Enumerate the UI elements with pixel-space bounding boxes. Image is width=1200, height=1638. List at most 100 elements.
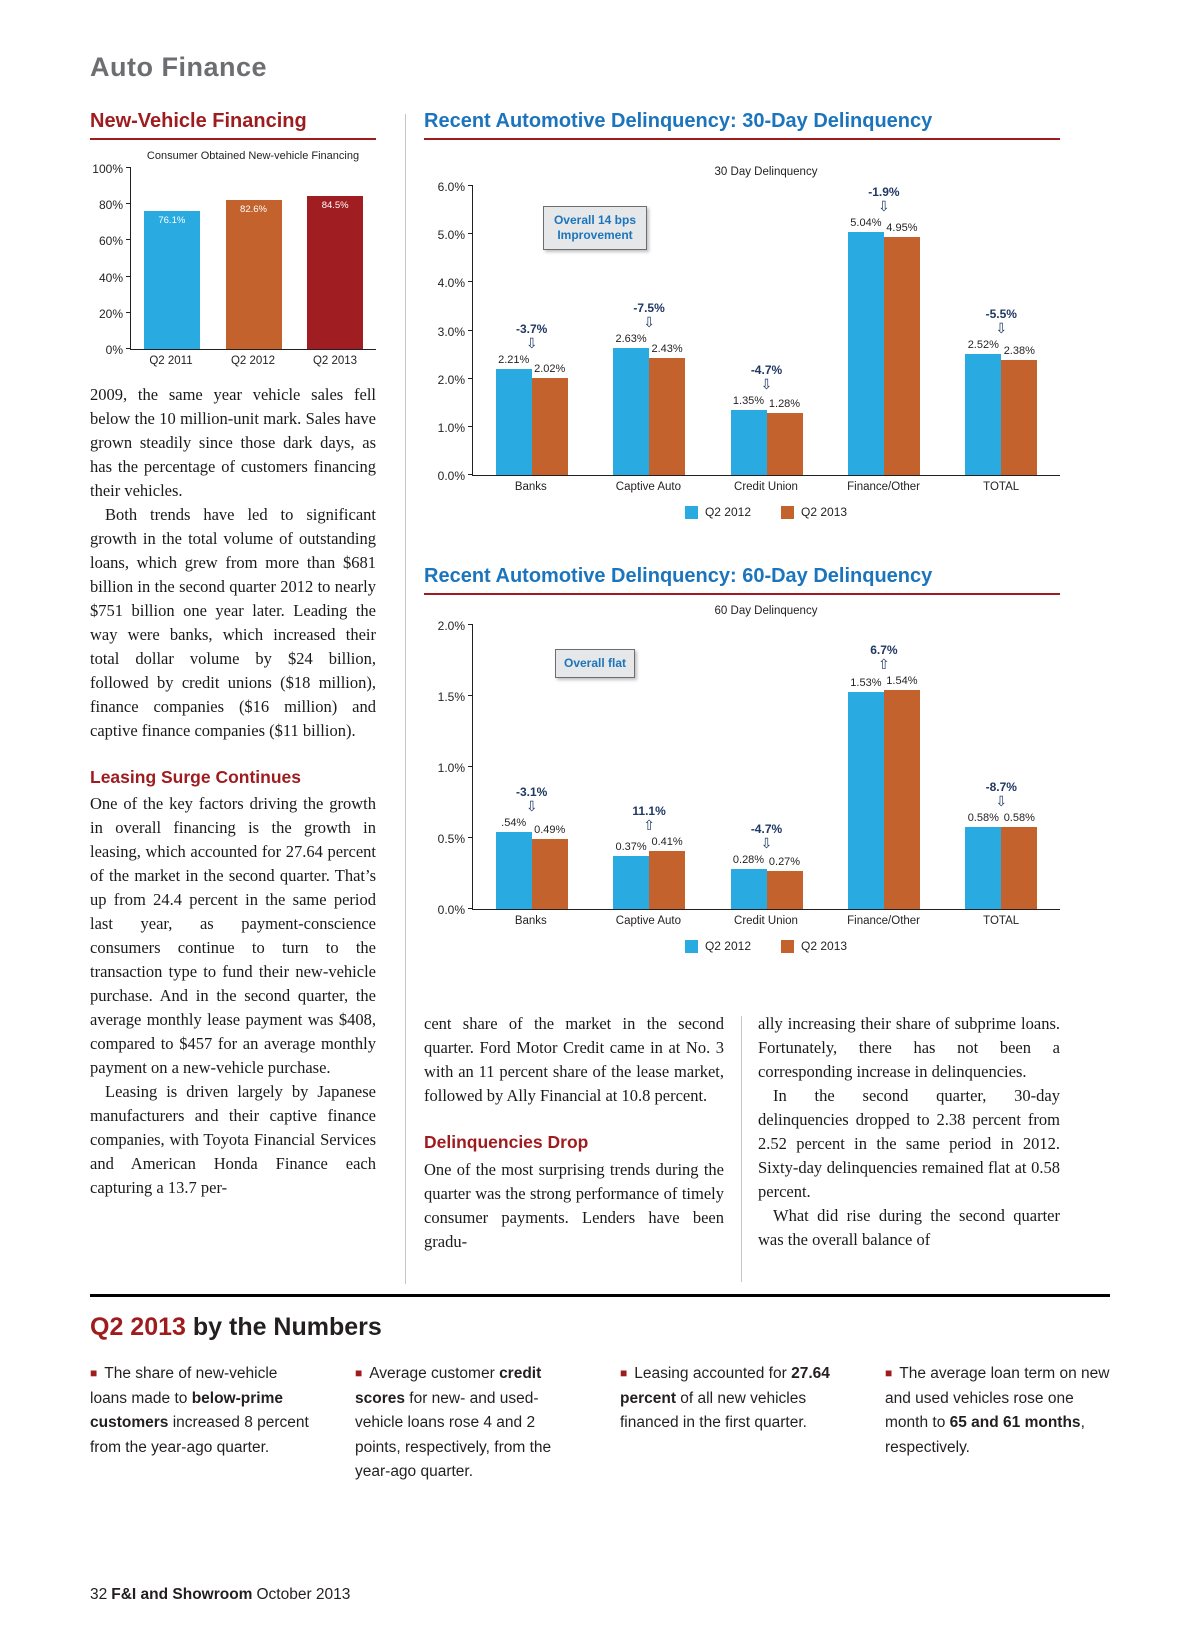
change-up-arrow-icon: ⇧ (643, 816, 655, 833)
body-text: ally increasing their share of subprime … (758, 1012, 1060, 1252)
bar-q2-2013 (531, 377, 568, 475)
y-tick-label: 40% (98, 270, 123, 285)
change-down-arrow-icon: ⇩ (995, 319, 1008, 336)
bar-q2-2012 (730, 869, 767, 909)
y-tick-mark (126, 348, 131, 349)
y-tick-label: 4.0% (437, 276, 465, 291)
y-tick-mark (468, 837, 473, 838)
change-annotation: -8.7% ⇩ (956, 779, 1046, 808)
change-value: -7.5% (633, 301, 665, 316)
numbers-section: Q2 2013 by the Numbers ■ The share of new… (90, 1294, 1110, 1485)
body-text: One of the key factors driving the growt… (90, 792, 376, 1200)
numbers-heading-rest: by the Numbers (185, 1313, 382, 1341)
plot-area: Overall 14 bps Improvement 2.21% 2.02% -3.… (468, 185, 1060, 476)
left-column: New-Vehicle Financing Consumer Obtained … (90, 110, 376, 1200)
delinquency-60day-chart: 60 Day Delinquency 0.0% 0.5% 1.0% 1.5% 2.0% … (424, 605, 1060, 953)
y-tick-label: 2.0% (437, 372, 465, 387)
bar-q2-2013 (531, 839, 568, 909)
change-annotation: -7.5% ⇩ (604, 301, 694, 330)
bar-value-label: 84.5% (321, 200, 349, 212)
bar-q2-2013 (883, 236, 920, 475)
bullet-text: increased 8 percent from the year-ago qu… (90, 1414, 309, 1456)
right-region: Recent Automotive Delinquency: 30-Day De… (424, 110, 1060, 953)
paragraph: One of the key factors driving the growt… (90, 794, 376, 1077)
change-down-arrow-icon: ⇩ (525, 798, 538, 815)
change-value: 11.1% (632, 803, 666, 818)
y-tick-label: 60% (98, 234, 123, 249)
change-value: -4.7% (750, 822, 783, 837)
numbers-bullet: ■ The average loan term on new and used v… (885, 1362, 1110, 1485)
x-category-label: Captive Auto (615, 481, 681, 493)
bar-q2-2013 (649, 850, 686, 909)
change-annotation: -3.7% ⇩ (487, 321, 577, 351)
bullet-text: The share of new-vehicle loans made to (90, 1365, 278, 1407)
change-annotation: -4.7% ⇩ (722, 363, 812, 392)
bullet-text: Leasing accounted for (634, 1365, 792, 1382)
paragraph: ally increasing their share of subprime … (758, 1014, 1060, 1081)
bar-q2-2013 (883, 690, 920, 909)
change-value: -8.7% (985, 779, 1017, 794)
legend-item: Q2 2013 (781, 939, 847, 953)
bar-value-label: 0.49% (534, 824, 566, 837)
bar-value-label: 1.35% (732, 394, 765, 407)
x-axis-labels: Banks Captive Auto Credit Union Finance/Oth… (472, 910, 1060, 927)
bar-q2-2013: 84.5% (307, 196, 364, 349)
change-up-arrow-icon: ⇧ (878, 656, 890, 673)
x-category-label: Finance/Other (847, 915, 921, 927)
bullet-square-icon: ■ (90, 1366, 98, 1380)
paragraph: What did rise during the second quarter … (758, 1206, 1060, 1249)
legend-label: Q2 2013 (801, 505, 848, 519)
bar-value-label: 4.95% (886, 221, 918, 234)
paragraph: One of the most surprising trends during… (424, 1160, 724, 1251)
bar-q2-2012 (613, 856, 650, 909)
change-annotation: 11.1% ⇧ (604, 803, 694, 833)
paragraph: In the second quarter, 30-day delinquenc… (758, 1086, 1060, 1201)
numbers-bullets: ■ The share of new-vehicle loans made to … (90, 1362, 1110, 1485)
subhead-leasing-surge: Leasing Surge Continues (90, 767, 301, 787)
x-axis-labels: Banks Captive Auto Credit Union Finance/Oth… (472, 476, 1060, 493)
y-tick-mark (468, 474, 473, 475)
change-annotation: -4.7% ⇩ (722, 822, 812, 852)
x-category-label: Q2 2012 (230, 355, 276, 367)
change-down-arrow-icon: ⇩ (525, 334, 538, 351)
bar-q2-2012 (847, 691, 884, 909)
change-down-arrow-icon: ⇩ (878, 198, 890, 215)
x-category-label: Credit Union (734, 915, 798, 927)
bullet-text-bold: 65 and 61 months (949, 1414, 1081, 1431)
y-tick-mark (468, 377, 473, 379)
y-tick-label: 100% (92, 162, 123, 176)
bar-value-label: 0.27% (768, 855, 801, 868)
change-annotation: -5.5% ⇩ (956, 307, 1046, 336)
bar-value-label: 2.63% (615, 333, 647, 346)
bar-value-label: 2.52% (967, 338, 999, 351)
change-value: -3.7% (516, 321, 548, 336)
bar-value-label: 1.28% (768, 398, 801, 411)
change-annotation: -1.9% ⇩ (839, 186, 929, 215)
x-category-label: Banks (514, 481, 547, 493)
y-tick-mark (126, 203, 131, 205)
x-category-label: Q2 2013 (312, 355, 358, 367)
bullet-text: of all new vehicles financed in the firs… (620, 1389, 807, 1432)
bullet-square-icon: ■ (885, 1366, 893, 1380)
change-down-arrow-icon: ⇩ (760, 375, 773, 392)
x-category-label: TOTAL (983, 915, 1020, 927)
middle-column: cent share of the market in the second q… (424, 1012, 724, 1254)
numbers-heading: Q2 2013 by the Numbers (90, 1313, 1110, 1342)
legend-item: Q2 2012 (684, 505, 751, 519)
change-annotation: -3.1% ⇩ (487, 786, 577, 815)
bar-value-label: 0.41% (651, 835, 683, 848)
bar-q2-2012 (730, 409, 767, 475)
chart-legend: Q2 2012 Q2 2013 (472, 505, 1060, 519)
chart-title: Consumer Obtained New-vehicle Financing (146, 150, 360, 162)
x-category-label: Q2 2011 (149, 355, 193, 367)
paragraph: cent share of the market in the second q… (424, 1014, 724, 1105)
left-column-heading: New-Vehicle Financing (90, 110, 376, 140)
bar-q2-2012 (847, 232, 884, 475)
change-down-arrow-icon: ⇩ (760, 835, 773, 852)
bar-value-label: 5.04% (850, 217, 882, 230)
y-tick-mark (468, 185, 473, 186)
bar-value-label: 0.37% (615, 841, 647, 854)
chart-annotation: Overall 14 bps Improvement (543, 206, 647, 250)
bullet-text-bold: below-prime customers (90, 1389, 283, 1432)
x-category-label: Finance/Other (847, 481, 921, 493)
